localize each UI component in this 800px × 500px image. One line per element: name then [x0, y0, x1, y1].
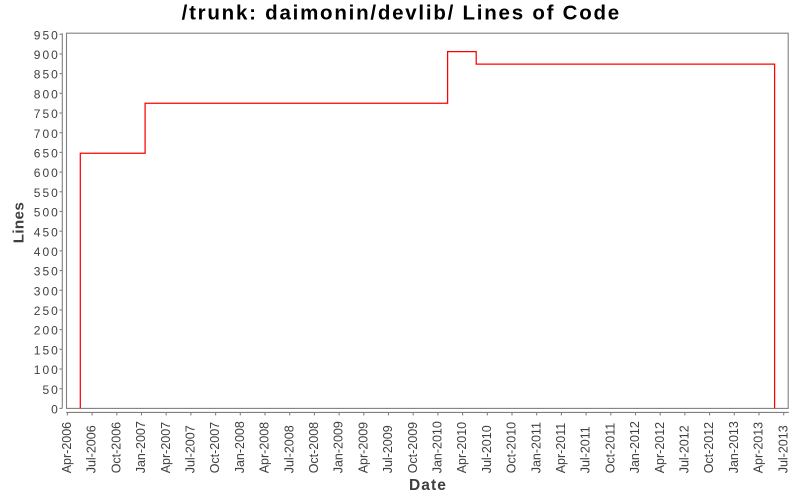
svg-text:Apr-2011: Apr-2011: [554, 423, 568, 474]
svg-text:150: 150: [34, 343, 60, 357]
svg-text:Jan-2010: Jan-2010: [431, 421, 445, 473]
svg-text:300: 300: [34, 284, 60, 298]
svg-text:Apr-2013: Apr-2013: [752, 422, 766, 473]
svg-text:500: 500: [34, 206, 60, 220]
svg-text:850: 850: [34, 68, 60, 82]
svg-text:450: 450: [34, 225, 60, 239]
svg-text:Jul-2010: Jul-2010: [480, 425, 494, 473]
svg-text:Apr-2007: Apr-2007: [159, 422, 173, 473]
svg-text:250: 250: [34, 304, 60, 318]
svg-text:Apr-2008: Apr-2008: [258, 422, 272, 473]
svg-text:Jul-2007: Jul-2007: [184, 425, 198, 473]
svg-text:Jul-2011: Jul-2011: [579, 426, 593, 473]
svg-text:550: 550: [34, 186, 60, 200]
svg-text:0: 0: [51, 403, 60, 417]
svg-text:Oct-2007: Oct-2007: [208, 422, 222, 473]
svg-text:Jan-2011: Jan-2011: [529, 422, 543, 473]
svg-text:650: 650: [34, 147, 60, 161]
svg-text:Jan-2009: Jan-2009: [332, 421, 346, 473]
svg-text:100: 100: [34, 363, 60, 377]
svg-text:Oct-2010: Oct-2010: [505, 422, 519, 473]
svg-text:Oct-2009: Oct-2009: [406, 422, 420, 473]
svg-text:600: 600: [34, 166, 60, 180]
svg-text:Date: Date: [409, 477, 447, 494]
svg-text:800: 800: [34, 87, 60, 101]
svg-text:Jan-2008: Jan-2008: [233, 421, 247, 473]
svg-text:Apr-2010: Apr-2010: [455, 422, 469, 473]
svg-text:Lines: Lines: [11, 202, 28, 243]
svg-text:Jul-2013: Jul-2013: [776, 425, 790, 473]
svg-text:900: 900: [34, 48, 60, 62]
svg-text:700: 700: [34, 127, 60, 141]
svg-text:Oct-2012: Oct-2012: [702, 422, 716, 473]
svg-text:Oct-2011: Oct-2011: [603, 423, 617, 474]
svg-text:/trunk: daimonin/devlib/ Lines: /trunk: daimonin/devlib/ Lines of Code: [182, 2, 621, 25]
svg-text:Apr-2012: Apr-2012: [653, 422, 667, 473]
svg-text:Jan-2007: Jan-2007: [134, 421, 148, 473]
svg-text:Jul-2012: Jul-2012: [678, 425, 692, 473]
svg-text:Jan-2013: Jan-2013: [727, 421, 741, 473]
svg-text:50: 50: [42, 383, 59, 397]
svg-text:400: 400: [34, 245, 60, 259]
svg-text:Jul-2008: Jul-2008: [282, 425, 296, 473]
svg-text:200: 200: [34, 324, 60, 338]
svg-text:Apr-2009: Apr-2009: [356, 422, 370, 473]
svg-text:Oct-2006: Oct-2006: [109, 422, 123, 473]
svg-text:950: 950: [34, 28, 60, 42]
svg-text:Apr-2006: Apr-2006: [60, 422, 74, 473]
svg-text:750: 750: [34, 107, 60, 121]
svg-text:Jul-2009: Jul-2009: [381, 425, 395, 473]
svg-text:Jan-2012: Jan-2012: [628, 421, 642, 473]
svg-text:Oct-2008: Oct-2008: [307, 422, 321, 473]
svg-text:Jul-2006: Jul-2006: [85, 425, 99, 473]
svg-text:350: 350: [34, 265, 60, 279]
